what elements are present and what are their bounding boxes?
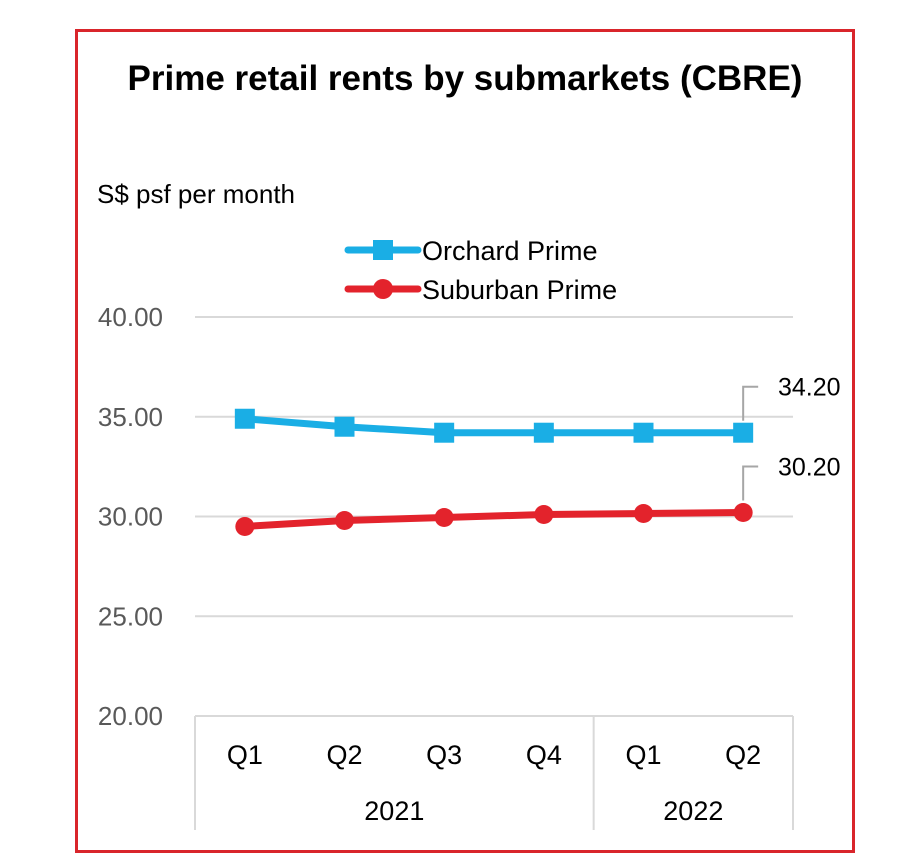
y-tick-label: 30.00 (98, 502, 163, 532)
x-tick-label: Q4 (526, 740, 562, 770)
legend-label: Suburban Prime (422, 275, 617, 305)
chart-frame (75, 29, 855, 853)
x-tick-label: Q2 (725, 740, 761, 770)
x-axis (194, 715, 794, 830)
data-point (335, 510, 354, 530)
data-point (234, 408, 255, 429)
legend-label: Orchard Prime (422, 236, 598, 266)
gridlines (195, 316, 793, 618)
y-tick-labels: 40.00 35.00 30.00 25.00 20.00 (98, 302, 163, 731)
y-tick-label: 40.00 (98, 302, 163, 332)
x-group-label: 2021 (364, 796, 424, 826)
x-tick-label: Q1 (625, 740, 661, 770)
chart-title: Prime retail rents by submarkets (CBRE) (128, 59, 803, 98)
leader-line (742, 385, 759, 421)
data-point (434, 507, 454, 527)
data-labels: 34.20 30.20 (742, 374, 841, 501)
x-tick-label: Q3 (426, 740, 462, 770)
data-point (235, 516, 255, 536)
data-point (633, 422, 654, 443)
data-point (534, 505, 554, 525)
x-tick-label: Q1 (227, 740, 263, 770)
x-group-label: 2022 (663, 796, 723, 826)
legend-marker (373, 240, 393, 260)
data-point (733, 503, 753, 523)
series-line (241, 509, 747, 530)
leader-line (742, 465, 759, 501)
legend-marker (373, 279, 393, 299)
x-tick-label: Q2 (326, 740, 362, 770)
data-point (334, 416, 355, 437)
series-group (234, 408, 754, 536)
y-axis-label: S$ psf per month (97, 179, 295, 209)
data-point (634, 504, 653, 524)
data-point (733, 422, 754, 443)
y-tick-label: 35.00 (98, 402, 163, 432)
series-line (241, 415, 747, 437)
data-label: 34.20 (778, 374, 841, 402)
legend: Orchard Prime Suburban Prime (344, 236, 617, 305)
data-point (434, 422, 455, 443)
y-tick-label: 25.00 (98, 601, 163, 631)
y-tick-label: 20.00 (98, 701, 163, 731)
data-point (533, 422, 554, 443)
data-label: 30.20 (778, 454, 841, 482)
